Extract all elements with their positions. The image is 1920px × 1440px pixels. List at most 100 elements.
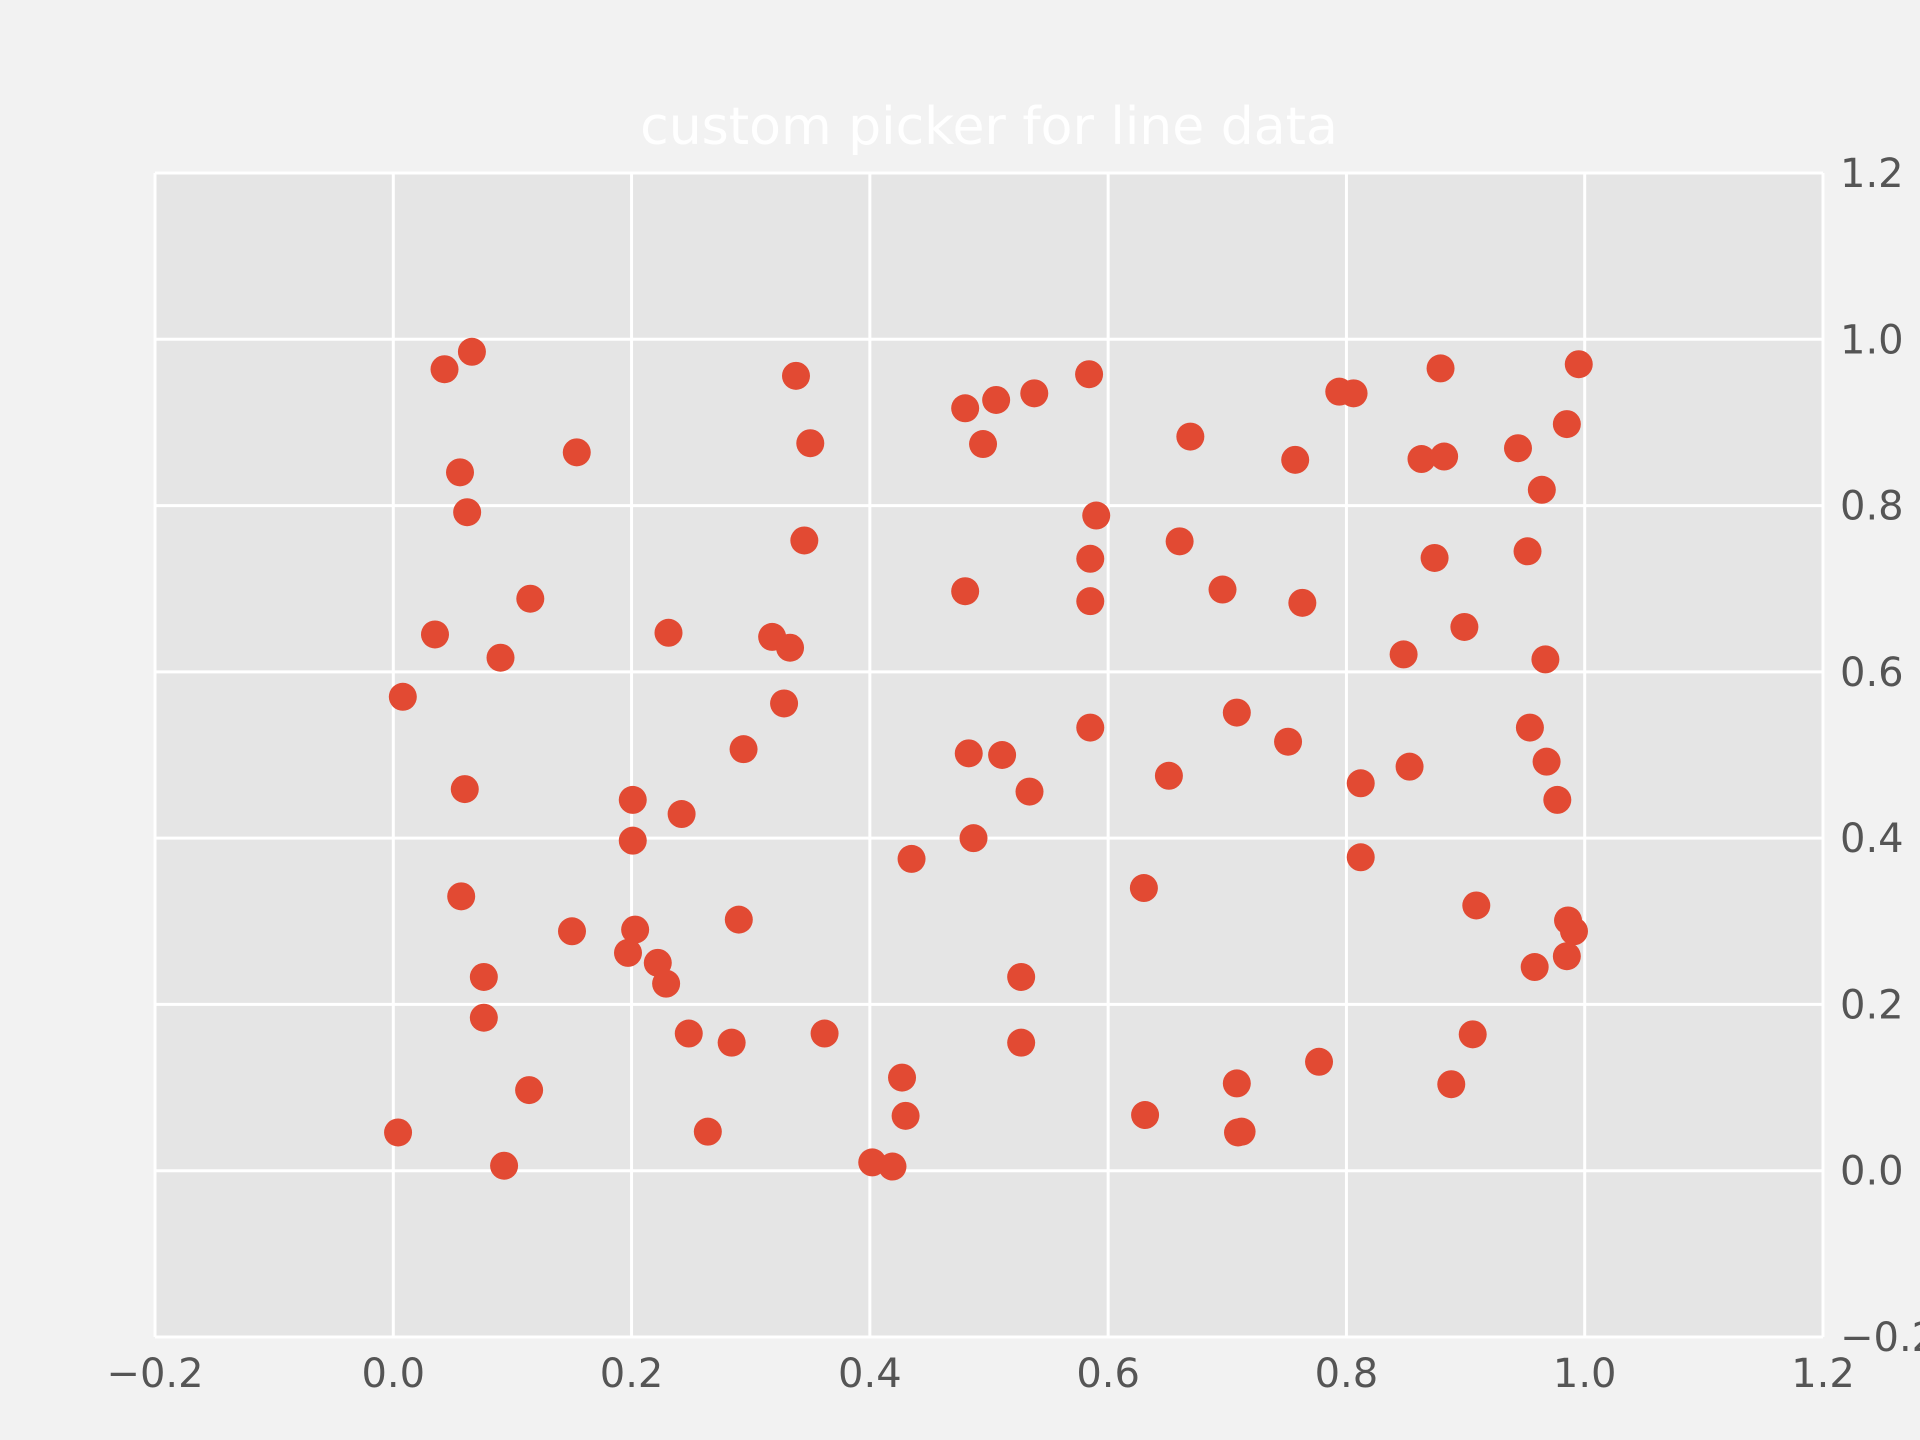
data-point[interactable] xyxy=(776,633,805,662)
data-point[interactable] xyxy=(515,1076,544,1105)
data-point[interactable] xyxy=(1075,360,1104,389)
data-point[interactable] xyxy=(1208,575,1237,604)
data-point[interactable] xyxy=(457,337,486,366)
data-point[interactable] xyxy=(1082,501,1111,530)
data-point[interactable] xyxy=(724,905,753,934)
data-point[interactable] xyxy=(558,917,586,946)
data-point[interactable] xyxy=(652,969,681,998)
data-point[interactable] xyxy=(969,430,998,459)
data-point[interactable] xyxy=(693,1117,722,1146)
data-point[interactable] xyxy=(1339,379,1368,408)
data-point[interactable] xyxy=(1437,1070,1466,1099)
data-point[interactable] xyxy=(1176,422,1205,451)
data-point[interactable] xyxy=(1462,891,1491,920)
data-point[interactable] xyxy=(1552,942,1581,971)
data-point[interactable] xyxy=(1430,442,1459,471)
data-point[interactable] xyxy=(469,962,498,991)
data-point[interactable] xyxy=(1407,445,1436,474)
data-point[interactable] xyxy=(878,1152,907,1181)
data-point[interactable] xyxy=(1543,785,1572,814)
data-point[interactable] xyxy=(621,915,650,944)
data-point[interactable] xyxy=(667,800,696,829)
data-point[interactable] xyxy=(1007,1028,1036,1057)
data-point[interactable] xyxy=(1346,769,1375,798)
data-point[interactable] xyxy=(729,735,758,764)
x-tick-label: 0.2 xyxy=(600,1351,664,1397)
data-point[interactable] xyxy=(450,775,479,804)
data-point[interactable] xyxy=(1458,1020,1487,1049)
data-point[interactable] xyxy=(446,458,475,487)
data-point[interactable] xyxy=(1426,354,1455,383)
data-point[interactable] xyxy=(1389,640,1418,669)
data-point[interactable] xyxy=(1129,874,1158,903)
data-point[interactable] xyxy=(618,785,647,814)
data-point[interactable] xyxy=(1564,350,1593,379)
data-point[interactable] xyxy=(717,1028,746,1057)
data-point[interactable] xyxy=(810,1019,839,1048)
data-point[interactable] xyxy=(1531,645,1560,674)
data-point[interactable] xyxy=(486,643,515,672)
data-point[interactable] xyxy=(654,618,683,647)
data-point[interactable] xyxy=(562,438,591,467)
data-point[interactable] xyxy=(388,682,417,711)
data-point[interactable] xyxy=(1076,713,1105,742)
data-point[interactable] xyxy=(1020,379,1049,408)
data-point[interactable] xyxy=(891,1101,920,1130)
data-point[interactable] xyxy=(430,355,459,384)
data-point[interactable] xyxy=(982,385,1011,414)
data-point[interactable] xyxy=(1527,475,1556,504)
data-point[interactable] xyxy=(1076,544,1105,573)
data-point[interactable] xyxy=(888,1063,917,1092)
data-point[interactable] xyxy=(1395,752,1424,781)
data-point[interactable] xyxy=(447,882,476,911)
data-point[interactable] xyxy=(781,361,810,390)
data-point[interactable] xyxy=(1274,727,1303,756)
data-point[interactable] xyxy=(796,429,825,458)
data-point[interactable] xyxy=(1346,843,1375,872)
data-point[interactable] xyxy=(1552,410,1581,439)
data-point[interactable] xyxy=(420,620,449,649)
data-point[interactable] xyxy=(1015,777,1044,806)
data-point[interactable] xyxy=(954,739,983,768)
data-point[interactable] xyxy=(1450,612,1479,641)
data-point[interactable] xyxy=(490,1151,519,1180)
data-point[interactable] xyxy=(1281,445,1310,474)
data-point[interactable] xyxy=(790,526,819,555)
data-point[interactable] xyxy=(1222,698,1251,727)
data-point[interactable] xyxy=(959,824,988,853)
data-point[interactable] xyxy=(1154,761,1183,790)
data-point[interactable] xyxy=(1559,917,1588,946)
data-point[interactable] xyxy=(453,498,482,527)
data-point[interactable] xyxy=(1076,587,1105,616)
data-point[interactable] xyxy=(988,741,1017,769)
data-point[interactable] xyxy=(1288,588,1317,617)
data-point[interactable] xyxy=(1515,713,1544,742)
data-point[interactable] xyxy=(897,844,926,873)
data-point[interactable] xyxy=(1131,1101,1160,1130)
data-point[interactable] xyxy=(1420,543,1449,572)
data-point[interactable] xyxy=(618,826,647,855)
x-tick-label: 1.2 xyxy=(1791,1351,1855,1397)
data-point[interactable] xyxy=(1513,537,1542,566)
y-tick-label: 0.0 xyxy=(1840,1149,1904,1195)
y-tick-label: 0.8 xyxy=(1840,484,1904,530)
data-point[interactable] xyxy=(1222,1069,1251,1098)
chart-title: custom picker for line data xyxy=(640,97,1338,157)
data-point[interactable] xyxy=(469,1003,498,1032)
data-point[interactable] xyxy=(674,1019,703,1048)
data-point[interactable] xyxy=(384,1118,413,1147)
data-point[interactable] xyxy=(1165,527,1194,556)
data-point[interactable] xyxy=(1503,434,1532,463)
data-point[interactable] xyxy=(1305,1047,1334,1076)
data-point[interactable] xyxy=(951,577,980,606)
data-point[interactable] xyxy=(516,584,545,613)
data-point[interactable] xyxy=(951,394,980,423)
y-tick-label: −0.2 xyxy=(1840,1315,1920,1361)
data-point[interactable] xyxy=(613,938,642,967)
data-point[interactable] xyxy=(1007,962,1036,991)
data-point[interactable] xyxy=(1227,1117,1256,1146)
data-point[interactable] xyxy=(1532,747,1561,776)
data-point[interactable] xyxy=(770,689,799,718)
data-point[interactable] xyxy=(1520,953,1549,982)
